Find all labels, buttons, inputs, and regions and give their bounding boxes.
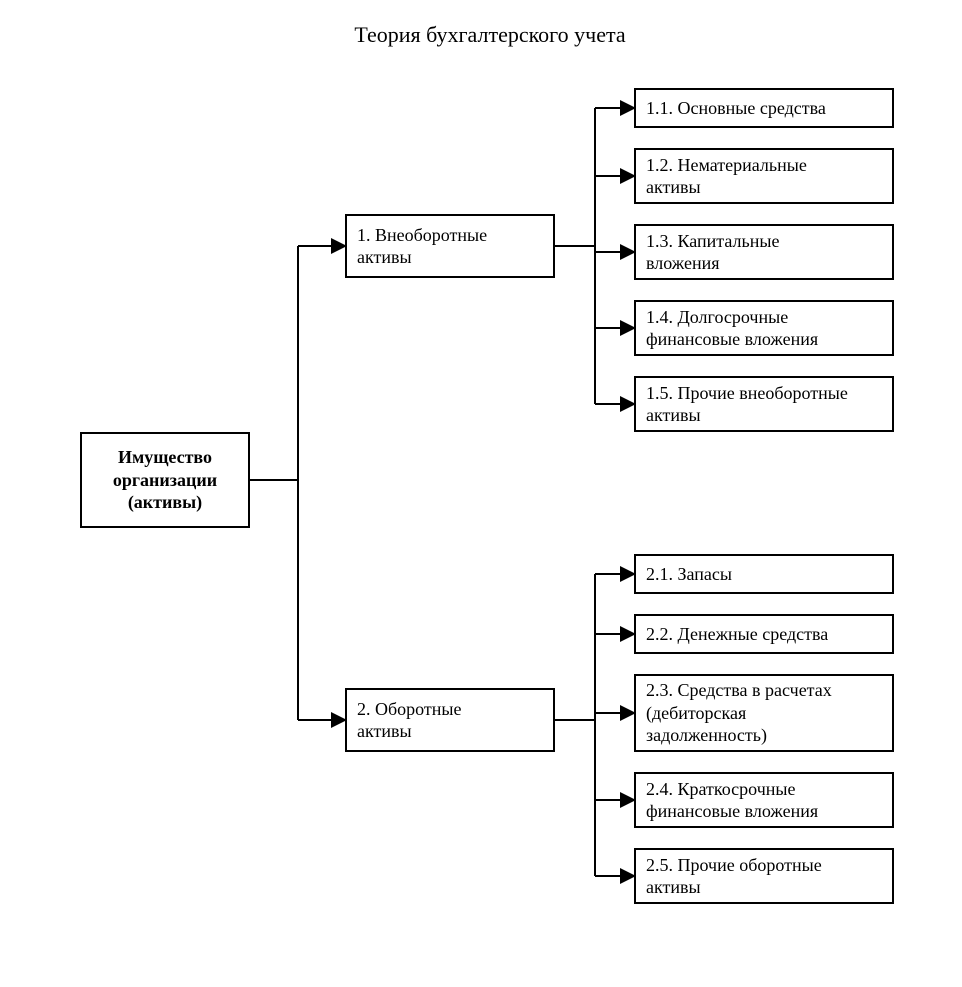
node-n12: 1.2. Нематериальныеактивы (634, 148, 894, 204)
diagram-canvas: Теория бухгалтерского учета Имуществоорг… (0, 0, 962, 987)
node-n1: 1. Внеоборотныеактивы (345, 214, 555, 278)
node-n21: 2.1. Запасы (634, 554, 894, 594)
node-label: 2.5. Прочие оборотныеактивы (646, 854, 822, 899)
node-n14: 1.4. Долгосрочныефинансовые вложения (634, 300, 894, 356)
node-label: Имуществоорганизации(активы) (113, 446, 217, 514)
node-n15: 1.5. Прочие внеоборотныеактивы (634, 376, 894, 432)
node-n24: 2.4. Краткосрочныефинансовые вложения (634, 772, 894, 828)
node-label: 2.4. Краткосрочныефинансовые вложения (646, 778, 818, 823)
node-n11: 1.1. Основные средства (634, 88, 894, 128)
node-label: 1.1. Основные средства (646, 97, 826, 120)
node-n13: 1.3. Капитальныевложения (634, 224, 894, 280)
node-label: 2. Оборотныеактивы (357, 698, 462, 743)
node-label: 2.3. Средства в расчетах(дебиторскаязадо… (646, 679, 832, 747)
page-title: Теория бухгалтерского учета (300, 22, 680, 48)
node-label: 1.2. Нематериальныеактивы (646, 154, 807, 199)
node-label: 2.2. Денежные средства (646, 623, 828, 646)
node-n22: 2.2. Денежные средства (634, 614, 894, 654)
node-n23: 2.3. Средства в расчетах(дебиторскаязадо… (634, 674, 894, 752)
node-label: 1.4. Долгосрочныефинансовые вложения (646, 306, 818, 351)
node-label: 1.3. Капитальныевложения (646, 230, 779, 275)
node-root: Имуществоорганизации(активы) (80, 432, 250, 528)
node-n25: 2.5. Прочие оборотныеактивы (634, 848, 894, 904)
node-label: 2.1. Запасы (646, 563, 732, 586)
node-n2: 2. Оборотныеактивы (345, 688, 555, 752)
node-label: 1.5. Прочие внеоборотныеактивы (646, 382, 848, 427)
node-label: 1. Внеоборотныеактивы (357, 224, 487, 269)
